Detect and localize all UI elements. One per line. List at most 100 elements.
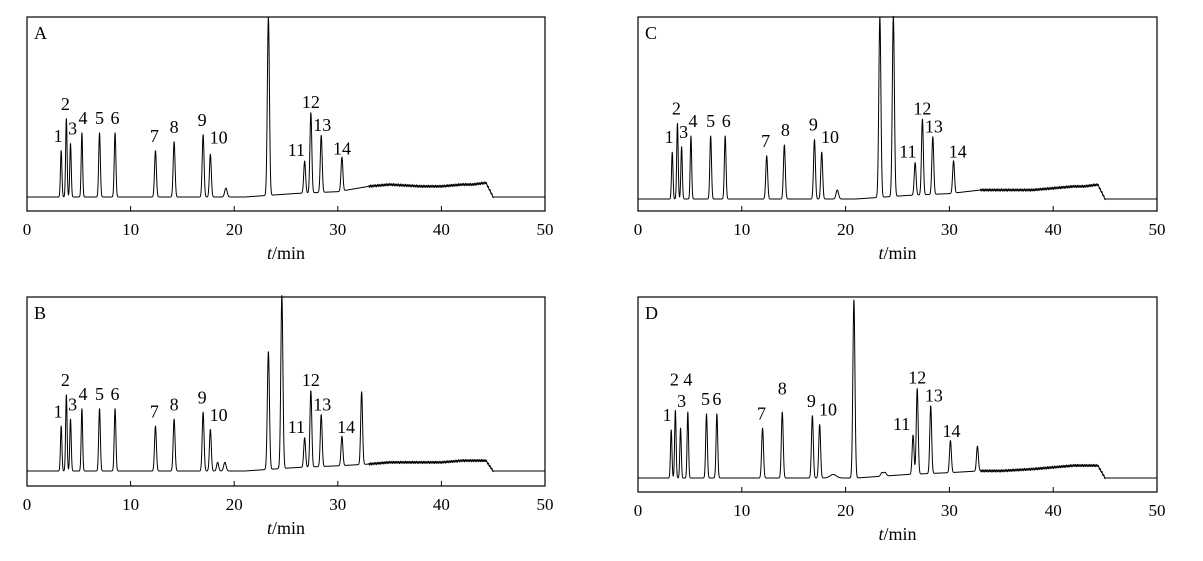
panel-d-x-axis-title-unit: /min [884,524,917,544]
panel-b-peak-label-14: 14 [337,417,355,437]
panel-b-peak-label-3: 3 [68,394,77,414]
panel-a-peak-label-10: 10 [210,128,228,148]
panel-c-peak-label-4: 4 [689,111,698,131]
panel-d-peak-label-12: 12 [908,368,926,388]
panel-d-peak-label-13: 13 [925,385,943,405]
panel-d-peak-label-7: 7 [757,403,766,423]
panel-b-peak-label-9: 9 [198,388,207,408]
panel-c-x-axis-title: t/min [878,243,916,263]
panel-d-x-tick-label-50: 50 [1149,501,1166,520]
panel-b-peak-label-7: 7 [150,401,159,421]
panel-d-peak-label-1: 1 [663,405,672,425]
panel-a-peak-label-2: 2 [61,94,70,114]
panel-a-peak-label-8: 8 [170,117,179,137]
panel-b-peak-label-12: 12 [302,370,320,390]
panel-a-x-tick-label-30: 30 [329,220,346,239]
panel-c-peak-label-9: 9 [809,115,818,135]
panel-a-x-axis-title-symbol: t [267,243,273,263]
panel-c-trace [637,15,1158,201]
panel-b-trace [26,295,546,473]
panel-b-x-tick-label-10: 10 [122,495,139,514]
panel-d-x-tick-label-0: 0 [634,501,643,520]
panel-a-peak-label-9: 9 [198,110,207,130]
panel-d-peak-label-4: 4 [683,369,692,389]
panel-c-peak-label-10: 10 [821,127,839,147]
panel-c-peak-label-12: 12 [913,98,931,118]
panel-d-peak-label-11: 11 [893,414,910,434]
panel-b-x-axis-title-unit: /min [272,518,305,538]
panel-c-peak-label-1: 1 [665,127,674,147]
panel-a-frame [26,16,546,212]
panel-c-x-tick-label-10: 10 [733,220,750,239]
panel-c-peak-label-13: 13 [925,116,943,136]
panel-b-peak-label-10: 10 [210,405,228,425]
panel-d-x-tick-label-30: 30 [941,501,958,520]
panel-b-x-tick-label-0: 0 [23,495,32,514]
panel-a-peak-label-13: 13 [313,115,331,135]
panel-a-peak-label-5: 5 [95,108,104,128]
panel-c-x-tick-label-40: 40 [1045,220,1062,239]
panel-d-x-axis-title: t/min [878,524,916,544]
panel-d-peak-label-5: 5 [701,389,710,409]
panel-a-x-tick-label-40: 40 [433,220,450,239]
panel-d-x-tick-label-40: 40 [1045,501,1062,520]
panel-a-peak-label-1: 1 [54,126,63,146]
panel-d-peak-label-9: 9 [807,391,816,411]
panel-d-x-axis-title-symbol: t [878,524,884,544]
panel-d-peak-label-2: 2 [670,369,679,389]
panel-a-trace [26,16,546,199]
panel-a-peak-label-6: 6 [111,108,120,128]
panel-c-peak-label-2: 2 [672,98,681,118]
panel-a-x-tick-label-50: 50 [537,220,554,239]
panel-a-x-axis-title: t/min [267,243,305,263]
panel-a-x-tick-label-20: 20 [226,220,243,239]
panel-b-x-axis-title: t/min [267,518,305,538]
panel-d-peak-label-6: 6 [712,389,721,409]
panel-c-peak-label-6: 6 [722,111,731,131]
panel-c-x-axis-title-symbol: t [878,243,884,263]
panel-d-x-tick-label-20: 20 [837,501,854,520]
panel-a-peak-label-14: 14 [333,138,351,158]
panel-a-peak-label-3: 3 [68,119,77,139]
panel-d-label: D [645,303,658,323]
panel-b-peak-label-13: 13 [313,394,331,414]
panel-a-peak-label-12: 12 [302,92,320,112]
panel-a-x-axis-title-unit: /min [272,243,305,263]
panel-c-x-tick-label-30: 30 [941,220,958,239]
panel-d-x-tick-label-10: 10 [733,501,750,520]
panel-b-x-tick-label-30: 30 [329,495,346,514]
panel-c-peak-label-8: 8 [781,120,790,140]
panel-c-peak-label-3: 3 [679,122,688,142]
panel-a-peak-label-11: 11 [288,140,305,160]
panel-b-x-axis-title-symbol: t [267,518,273,538]
panel-c-peak-label-11: 11 [899,142,916,162]
panel-b-peak-label-11: 11 [288,417,305,437]
panel-a-x-tick-label-0: 0 [23,220,32,239]
panel-c-peak-label-14: 14 [949,142,967,162]
panel-d-peak-label-3: 3 [677,391,686,411]
panel-b-peak-label-5: 5 [95,384,104,404]
panel-c-frame [637,16,1158,212]
panel-a-x-tick-label-10: 10 [122,220,139,239]
panel-d-peak-label-10: 10 [819,400,837,420]
panel-c-x-tick-label-0: 0 [634,220,643,239]
panel-d-peak-label-14: 14 [942,421,960,441]
panel-c-label: C [645,23,657,43]
panel-b-peak-label-8: 8 [170,394,179,414]
panel-c-x-axis-title-unit: /min [884,243,917,263]
panel-c-x-tick-label-20: 20 [837,220,854,239]
panel-a-label: A [34,23,47,43]
panel-b-peak-label-6: 6 [111,384,120,404]
panel-b-x-tick-label-40: 40 [433,495,450,514]
panel-b-x-tick-label-20: 20 [226,495,243,514]
panel-b-peak-label-2: 2 [61,370,70,390]
panel-a-peak-label-7: 7 [150,126,159,146]
panel-c-peak-label-7: 7 [761,131,770,151]
panel-d-peak-label-8: 8 [778,378,787,398]
panel-b-label: B [34,303,46,323]
